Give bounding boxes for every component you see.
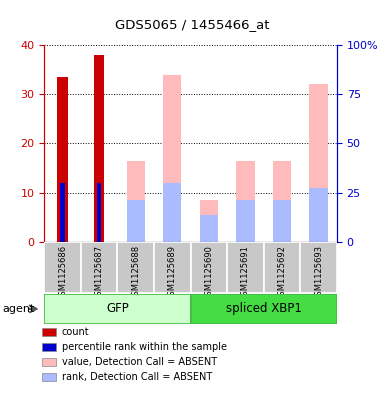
Text: GSM1125686: GSM1125686	[58, 245, 67, 301]
Text: spliced XBP1: spliced XBP1	[226, 302, 302, 316]
Text: value, Detection Call = ABSENT: value, Detection Call = ABSENT	[62, 357, 217, 367]
Bar	[200, 215, 218, 242]
Bar	[127, 161, 145, 242]
Bar	[310, 187, 328, 242]
Bar	[264, 242, 300, 293]
Bar	[81, 242, 117, 293]
Bar	[273, 161, 291, 242]
Bar	[200, 200, 218, 242]
Bar	[191, 242, 227, 293]
Text: GSM1125689: GSM1125689	[168, 245, 177, 301]
Bar	[44, 242, 81, 293]
Text: percentile rank within the sample: percentile rank within the sample	[62, 342, 227, 352]
Text: GSM1125691: GSM1125691	[241, 245, 250, 301]
Bar	[300, 242, 337, 293]
Bar	[163, 75, 181, 242]
Bar	[57, 77, 68, 242]
Bar	[94, 55, 104, 242]
Bar	[97, 183, 101, 242]
Bar	[236, 200, 254, 242]
Text: count: count	[62, 327, 89, 337]
Bar	[236, 161, 254, 242]
Bar	[60, 183, 65, 242]
Text: GSM1125688: GSM1125688	[131, 245, 140, 301]
Bar	[310, 84, 328, 242]
Bar	[163, 183, 181, 242]
Text: GSM1125687: GSM1125687	[95, 245, 104, 301]
Text: GSM1125693: GSM1125693	[314, 245, 323, 301]
Text: agent: agent	[2, 304, 34, 314]
Bar	[127, 200, 145, 242]
Bar	[154, 242, 191, 293]
Bar	[227, 242, 264, 293]
Bar	[117, 242, 154, 293]
Text: GDS5065 / 1455466_at: GDS5065 / 1455466_at	[115, 18, 270, 31]
Bar	[191, 294, 337, 324]
Text: GSM1125690: GSM1125690	[204, 245, 213, 301]
Text: GSM1125692: GSM1125692	[278, 245, 286, 301]
Bar	[273, 200, 291, 242]
Text: GFP: GFP	[106, 302, 129, 316]
Text: rank, Detection Call = ABSENT: rank, Detection Call = ABSENT	[62, 372, 212, 382]
Bar	[44, 294, 191, 324]
